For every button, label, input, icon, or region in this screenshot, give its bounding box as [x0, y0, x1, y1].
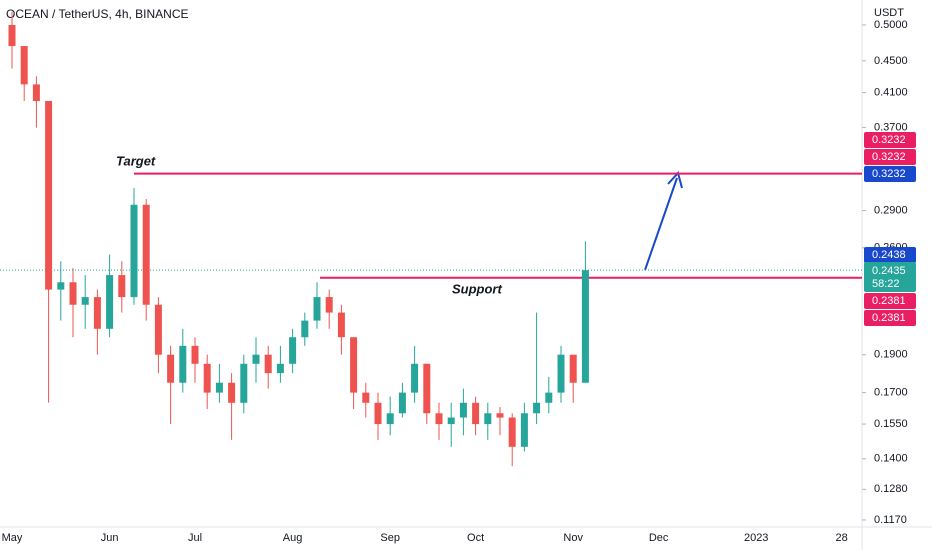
candle-body	[142, 204, 150, 305]
candle-body	[118, 275, 126, 298]
candle-body	[435, 413, 443, 425]
level-label: Target	[116, 153, 156, 168]
candle-body	[8, 24, 16, 47]
candle-body	[215, 382, 223, 393]
x-tick-label: May	[2, 532, 23, 544]
price-label-box	[864, 293, 916, 309]
candle-body	[313, 297, 321, 321]
candle-body	[581, 270, 589, 383]
price-label-box	[864, 149, 916, 165]
candle-body	[130, 204, 138, 298]
candle-body	[496, 413, 504, 418]
candle-body	[362, 392, 370, 403]
candle-body	[374, 402, 382, 425]
candle-body	[252, 354, 260, 364]
chart-title: OCEAN / TetherUS, 4h, BINANCE	[6, 7, 189, 21]
x-tick-label: Sep	[380, 532, 400, 544]
y-tick-label: 0.4100	[874, 86, 908, 98]
y-tick-label: 0.1170	[874, 514, 907, 526]
x-tick-label: Jun	[101, 532, 119, 544]
y-tick-label: 0.2900	[874, 205, 908, 217]
countdown-label: 58:22	[872, 278, 900, 290]
candle-body	[472, 402, 480, 425]
candle-body	[398, 392, 406, 414]
candle-body	[520, 413, 528, 447]
arrow	[644, 177, 678, 271]
y-tick-label: 0.4500	[874, 55, 908, 67]
price-label: 0.3232	[872, 134, 906, 146]
price-label: 0.2381	[872, 295, 906, 307]
candle-body	[569, 354, 577, 383]
candle-body	[289, 337, 297, 364]
candle-body	[459, 402, 467, 418]
candle-body	[276, 363, 284, 374]
x-tick-label: Jul	[188, 532, 202, 544]
candle-body	[411, 363, 419, 393]
price-label: 0.3232	[872, 151, 906, 163]
price-label: 0.2438	[872, 249, 906, 261]
y-tick-label: 0.1400	[874, 453, 908, 465]
candle-body	[93, 297, 101, 329]
candle-body	[81, 297, 89, 305]
current-price-label: 0.2435	[872, 265, 906, 277]
candle-body	[337, 312, 345, 338]
current-price-box	[864, 262, 916, 292]
candle-body	[106, 275, 114, 329]
price-label-box	[864, 310, 916, 326]
candle-body	[301, 320, 309, 338]
x-tick-label: Nov	[563, 532, 583, 544]
y-tick-label: 0.1900	[874, 349, 908, 361]
candle-body	[167, 354, 175, 383]
y-tick-label: 0.1280	[874, 483, 908, 495]
x-tick-label: 28	[835, 532, 847, 544]
candle-body	[154, 304, 162, 355]
candle-body	[203, 363, 211, 393]
y-tick-label: 0.5000	[874, 19, 908, 31]
candle-body	[32, 84, 40, 102]
level-label: Support	[452, 281, 502, 296]
candle-body	[20, 46, 28, 85]
price-label: 0.2381	[872, 312, 906, 324]
candle-body	[350, 337, 358, 393]
candle-body	[508, 417, 516, 447]
candle-body	[447, 417, 455, 425]
candle-body	[545, 392, 553, 403]
y-axis-label: USDT	[874, 7, 904, 19]
y-tick-label: 0.3700	[874, 121, 908, 133]
candle-body	[325, 297, 333, 313]
price-label-box	[864, 132, 916, 148]
price-label: 0.3232	[872, 168, 906, 180]
candle-body	[191, 345, 199, 364]
x-tick-label: Aug	[283, 532, 303, 544]
candle-body	[240, 363, 248, 403]
candle-body	[69, 282, 77, 305]
candle-body	[484, 413, 492, 425]
candle-body	[533, 402, 541, 414]
candle-body	[228, 382, 236, 403]
candle-body	[57, 282, 65, 290]
x-tick-label: Oct	[467, 532, 484, 544]
candle-body	[423, 363, 431, 414]
price-label-box	[864, 247, 916, 263]
y-tick-label: 0.1700	[874, 387, 908, 399]
price-label-box	[864, 166, 916, 182]
candle-body	[386, 413, 394, 425]
candle-body	[45, 101, 53, 290]
x-tick-label: Dec	[649, 532, 669, 544]
x-tick-label: 2023	[744, 532, 768, 544]
candle-body	[179, 345, 187, 383]
candle-body	[264, 354, 272, 374]
y-tick-label: 0.1550	[874, 418, 908, 430]
candle-body	[557, 354, 565, 393]
